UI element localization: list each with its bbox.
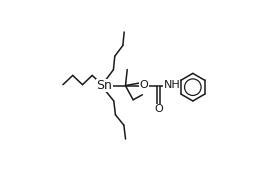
- Text: O: O: [140, 81, 148, 90]
- Text: O: O: [154, 104, 163, 114]
- Text: NH: NH: [163, 81, 180, 90]
- Text: Sn: Sn: [96, 79, 113, 92]
